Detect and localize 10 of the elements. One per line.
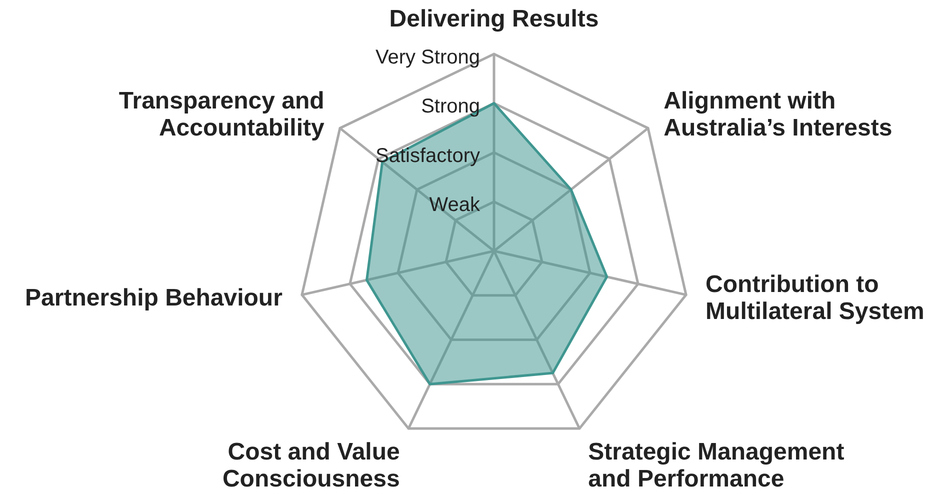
spoke-label: Transparency and Accountability [118, 88, 325, 142]
y-tick-label: Weak [429, 194, 481, 216]
spoke-label: Delivering Results [389, 5, 599, 32]
spoke-label: Strategic Management and Performance [588, 438, 844, 492]
spoke-label: Contribution to Multilateral System [706, 271, 924, 326]
spoke-label: Partnership Behaviour [25, 284, 282, 312]
spoke-label: Alignment with Australia’s Interests [664, 88, 892, 142]
y-tick-label: Very Strong [375, 46, 480, 68]
spoke-label: Cost and Value Consciousness [222, 438, 400, 492]
y-tick-label: Strong [421, 96, 480, 118]
